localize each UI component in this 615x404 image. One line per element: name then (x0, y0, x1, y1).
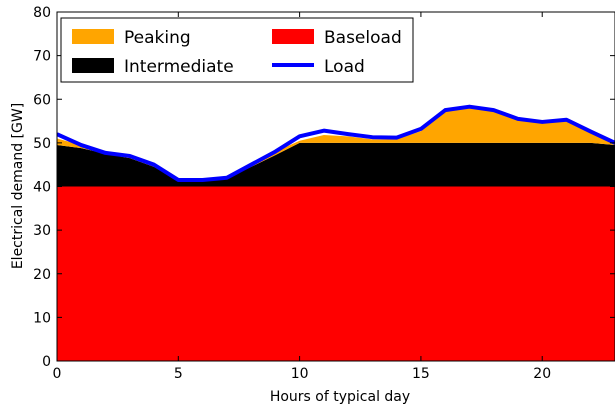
area-baseload (57, 186, 615, 361)
y-tick-label: 40 (33, 180, 51, 196)
legend-swatch-baseload (272, 29, 314, 44)
legend-label-intermediate: Intermediate (124, 57, 234, 77)
legend-label-load: Load (324, 57, 365, 77)
legend-swatch-intermediate (72, 58, 114, 73)
x-tick-label: 20 (533, 366, 551, 382)
legend-label-baseload: Baseload (324, 28, 402, 48)
area-intermediate (57, 142, 615, 187)
legend-swatch-peaking (72, 29, 114, 44)
x-axis-label: Hours of typical day (270, 389, 410, 404)
y-tick-label: 70 (33, 49, 51, 65)
line-load (57, 104, 615, 182)
y-tick-label: 60 (33, 92, 51, 108)
x-tick-label: 15 (412, 366, 430, 382)
y-tick-label: 30 (33, 223, 51, 239)
legend-label-peaking: Peaking (124, 28, 191, 48)
area-peaking (57, 106, 615, 181)
area-layers (57, 106, 615, 361)
y-axis-label: Electrical demand [GW] (10, 103, 26, 269)
axis-ticks: 0 5 10 15 20 0 10 20 30 40 50 60 70 80 (33, 5, 615, 382)
y-tick-label: 0 (42, 354, 51, 370)
y-tick-label: 50 (33, 136, 51, 152)
y-tick-label: 80 (33, 5, 51, 21)
x-tick-label: 5 (174, 366, 183, 382)
x-tick-label: 10 (291, 366, 309, 382)
x-tick-label: 0 (53, 366, 62, 382)
y-tick-label: 10 (33, 310, 51, 326)
legend: Peaking Baseload Intermediate Load (60, 17, 414, 83)
y-tick-label: 20 (33, 267, 51, 283)
load-line-layer (57, 104, 615, 182)
legend-frame (60, 17, 414, 83)
